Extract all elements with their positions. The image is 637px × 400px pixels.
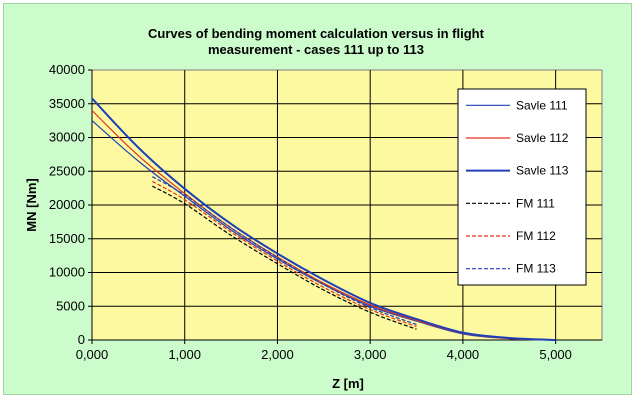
legend-label-savle-113: Savle 113	[516, 164, 569, 178]
y-tick-label: 35000	[49, 96, 85, 111]
x-tick-label: 2,000	[261, 347, 294, 362]
legend-label-fm-111: FM 111	[516, 196, 555, 210]
x-tick-label: 5,000	[539, 347, 572, 362]
legend-label-savle-112: Savle 112	[516, 131, 569, 145]
series-line-savle-113	[91, 97, 556, 341]
series-line-fm-112	[152, 180, 417, 328]
y-axis-title: MN [Nm]	[24, 178, 39, 231]
y-tick-label: 30000	[49, 130, 85, 145]
chart-title: Curves of bending moment calculation ver…	[148, 26, 485, 57]
x-tick-label: 0,000	[76, 347, 109, 362]
y-tick-label: 0	[78, 332, 85, 347]
y-tick-label: 20000	[49, 197, 85, 212]
x-tick-label: 1,000	[168, 347, 201, 362]
legend-label-savle-111: Savle 111	[516, 98, 568, 112]
series-line-fm-111	[152, 185, 417, 330]
y-tick-label: 40000	[49, 62, 85, 77]
chart-title-line-2: measurement - cases 111 up to 113	[208, 42, 424, 57]
y-tick-label: 5000	[56, 298, 85, 313]
axis-ticks: 0 5000 10000 15000 20000 25000 30000 35000 40000…	[49, 62, 602, 362]
x-tick-label: 3,000	[354, 347, 387, 362]
legend: Savle 111 Savle 112 Savle 113 FM 111 FM 112 F…	[457, 88, 587, 286]
x-tick-label: 4,000	[447, 347, 480, 362]
series-lines	[91, 97, 556, 341]
y-tick-label: 10000	[49, 265, 85, 280]
series-line-fm-113	[152, 176, 417, 326]
legend-label-fm-113: FM 113	[516, 262, 556, 276]
chart-title-line-1: Curves of bending moment calculation ver…	[148, 26, 485, 41]
y-tick-label: 25000	[49, 163, 85, 178]
x-axis-title: Z [m]	[332, 376, 364, 391]
y-tick-label: 15000	[49, 231, 85, 246]
legend-label-fm-112: FM 112	[516, 229, 556, 243]
legend-box	[457, 88, 587, 286]
